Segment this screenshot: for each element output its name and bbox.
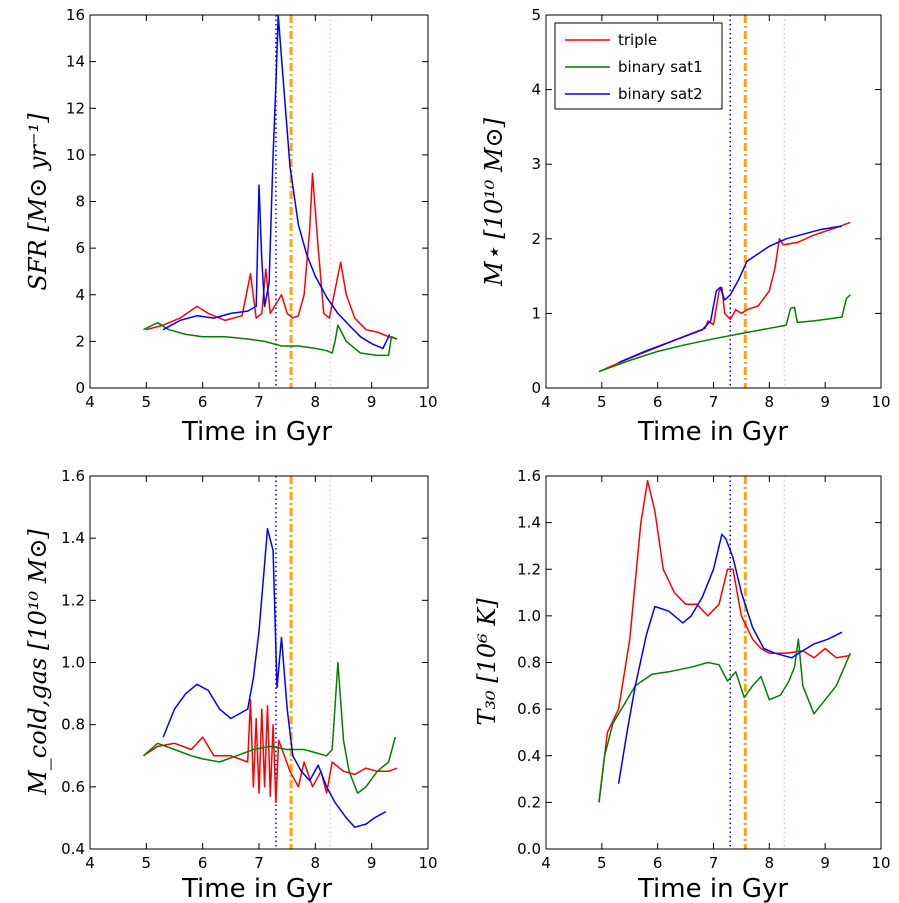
x-axis-label-mstar: Time in Gyr — [637, 417, 788, 447]
x-tick-label-mcold-2: 6 — [198, 854, 208, 872]
y-tick-label-mstar-1: 1 — [531, 304, 541, 322]
x-tick-label-mcold-5: 9 — [367, 854, 377, 872]
y-tick-label-sfr-2: 4 — [75, 286, 85, 304]
panel-mcold: 4 5 6 7 8 9 10 0.4 0.6 0.8 1.0 1.2 1.4 1.6 — [61, 467, 437, 872]
x-tick-label-sfr-5: 9 — [367, 393, 377, 411]
x-tick-label-t30-6: 10 — [871, 854, 890, 872]
series-line-mcold-triple — [143, 699, 398, 804]
x-axis-label-t30: Time in Gyr — [637, 874, 788, 903]
y-tick-label-mcold-4: 1.2 — [61, 591, 85, 609]
x-axis-label-mcold: Time in Gyr — [181, 874, 332, 903]
y-tick-label-t30-3: 0.6 — [517, 700, 541, 718]
y-tick-label-sfr-0: 0 — [75, 379, 85, 397]
x-tick-label-sfr-4: 8 — [311, 393, 321, 411]
y-tick-label-t30-7: 1.4 — [517, 514, 541, 532]
y-tick-label-sfr-3: 6 — [75, 239, 85, 257]
series-line-mstar-binary-sat2 — [618, 225, 843, 364]
panel-sfr: 4 5 6 7 8 9 10 0 2 4 6 8 10 12 14 16 — [66, 6, 438, 411]
y-tick-label-t30-1: 0.2 — [517, 793, 541, 811]
x-tick-label-sfr-2: 6 — [198, 393, 208, 411]
x-tick-label-sfr-6: 10 — [418, 393, 437, 411]
y-tick-label-mcold-5: 1.4 — [61, 529, 85, 547]
series-line-mcold-binary-sat1 — [143, 661, 397, 794]
y-tick-label-mcold-6: 1.6 — [61, 467, 85, 485]
y-tick-label-mstar-0: 0 — [531, 379, 541, 397]
series-line-t30-triple — [598, 479, 851, 803]
y-tick-label-t30-4: 0.8 — [517, 654, 541, 672]
y-tick-label-t30-6: 1.2 — [517, 560, 541, 578]
legend-label-binary-sat1: binary sat1 — [618, 58, 703, 76]
x-tick-label-t30-5: 9 — [820, 854, 830, 872]
x-tick-label-sfr-0: 4 — [85, 393, 95, 411]
y-tick-label-mcold-1: 0.6 — [61, 778, 85, 796]
y-tick-label-mstar-4: 4 — [531, 81, 541, 99]
series-line-mstar-triple — [598, 221, 851, 373]
x-axis-label-sfr: Time in Gyr — [181, 417, 332, 447]
series-line-mstar-binary-sat1 — [598, 294, 851, 373]
legend-label-binary-sat2: binary sat2 — [618, 85, 703, 103]
y-tick-label-sfr-8: 16 — [66, 6, 85, 24]
x-tick-label-t30-2: 6 — [653, 854, 663, 872]
x-tick-label-t30-0: 4 — [541, 854, 551, 872]
y-tick-label-t30-0: 0.0 — [517, 840, 541, 858]
panel-mstar: 4 5 6 7 8 9 10 0 1 2 3 4 5 — [531, 6, 890, 411]
x-tick-label-mstar-5: 9 — [820, 393, 830, 411]
y-tick-label-mstar-3: 3 — [531, 155, 541, 173]
y-axis-label-sfr: SFR [M⊙ yr⁻¹] — [24, 113, 52, 291]
panel-t30: 4 5 6 7 8 9 10 0.0 0.2 0.4 0.6 0.8 1.0 1.2 1.4 1.6 — [517, 467, 890, 872]
y-tick-label-t30-8: 1.6 — [517, 467, 541, 485]
x-tick-label-mstar-4: 8 — [765, 393, 775, 411]
series-line-mcold-binary-sat2 — [162, 528, 387, 828]
y-axis-label-mcold: M_cold,gas [10¹⁰ M⊙] — [24, 529, 52, 796]
x-tick-label-t30-1: 5 — [597, 854, 607, 872]
x-tick-label-mcold-4: 8 — [311, 854, 321, 872]
y-tick-label-mstar-5: 5 — [531, 6, 541, 24]
y-tick-label-mcold-0: 0.4 — [61, 840, 85, 858]
x-tick-label-t30-4: 8 — [765, 854, 775, 872]
y-axis-label-t30: T₃₀ [10⁶ K] — [473, 598, 501, 726]
y-tick-label-sfr-7: 14 — [66, 53, 85, 71]
legend-label-triple: triple — [618, 31, 657, 49]
x-tick-label-mcold-1: 5 — [142, 854, 152, 872]
legend: triple binary sat1 binary sat2 — [554, 22, 723, 110]
x-tick-label-mcold-3: 7 — [254, 854, 264, 872]
y-tick-label-mcold-3: 1.0 — [61, 654, 85, 672]
series-line-sfr-binary-sat1 — [143, 321, 398, 357]
y-tick-label-t30-2: 0.4 — [517, 747, 541, 765]
x-tick-label-mstar-2: 6 — [653, 393, 663, 411]
x-tick-label-mcold-0: 4 — [85, 854, 95, 872]
x-tick-label-mstar-6: 10 — [871, 393, 890, 411]
x-tick-label-mstar-1: 5 — [597, 393, 607, 411]
series-line-sfr-binary-sat2 — [162, 15, 391, 350]
x-tick-label-mcold-6: 10 — [418, 854, 437, 872]
y-tick-label-sfr-5: 10 — [66, 146, 85, 164]
x-tick-label-t30-3: 7 — [709, 854, 719, 872]
y-tick-label-sfr-6: 12 — [66, 99, 85, 117]
series-line-sfr-triple — [146, 172, 398, 340]
series-line-t30-binary-sat1 — [598, 638, 851, 803]
y-tick-label-t30-5: 1.0 — [517, 607, 541, 625]
series-line-t30-binary-sat2 — [617, 533, 843, 784]
x-tick-label-mstar-0: 4 — [541, 393, 551, 411]
y-axis-label-mstar: M⋆ [10¹⁰ M⊙] — [480, 117, 508, 287]
y-tick-label-sfr-1: 2 — [75, 332, 85, 350]
plot-frame-t30 — [545, 475, 882, 850]
x-tick-label-sfr-1: 5 — [142, 393, 152, 411]
y-tick-label-mcold-2: 0.8 — [61, 716, 85, 734]
y-tick-label-mstar-2: 2 — [531, 230, 541, 248]
x-tick-label-sfr-3: 7 — [254, 393, 264, 411]
x-tick-label-mstar-3: 7 — [709, 393, 719, 411]
y-tick-label-sfr-4: 8 — [75, 193, 85, 211]
